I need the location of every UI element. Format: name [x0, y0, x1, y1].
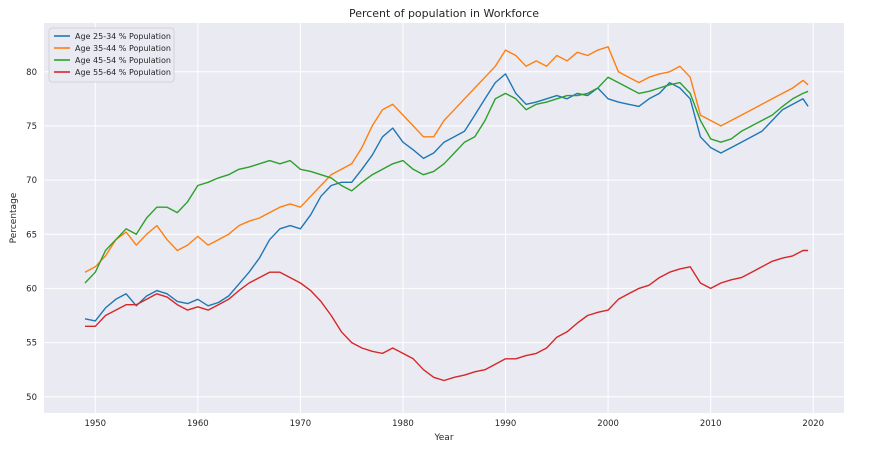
series-line-4: [85, 249, 809, 382]
series-lines: [84, 46, 809, 382]
grid: [44, 23, 844, 413]
legend-items: Age 25-34 % Population Age 35-44 % Popula…: [54, 32, 171, 77]
x-tick-label: 1950: [84, 419, 106, 429]
y-tick-label: 75: [26, 122, 37, 132]
legend-box: [48, 27, 175, 83]
x-tick-label: 2010: [700, 419, 722, 429]
legend-label: Age 45-54 % Population: [75, 56, 171, 65]
series-line-3: [84, 76, 809, 284]
legend-label: Age 25-34 % Population: [75, 32, 171, 41]
y-axis-label: Percentage: [9, 192, 19, 243]
x-tick-label: 2000: [597, 419, 619, 429]
legend: Age 25-34 % Population Age 35-44 % Popula…: [48, 27, 175, 83]
x-tick-label: 1990: [495, 419, 517, 429]
series-line-1: [84, 73, 809, 322]
y-tick-label: 60: [26, 284, 37, 294]
x-tick-label: 1960: [187, 419, 209, 429]
y-tick-label: 55: [26, 339, 37, 349]
chart-title: Percent of population in Workforce: [349, 7, 539, 20]
x-tick-label: 1980: [392, 419, 414, 429]
axis-ticks: 1950 1960 1970 1980 1990 2000 2010 2020 50 55 60 65…: [26, 68, 824, 429]
y-tick-label: 70: [26, 176, 37, 186]
x-axis-label: Year: [433, 433, 453, 443]
y-tick-label: 80: [26, 68, 37, 78]
x-tick-label: 2020: [802, 419, 824, 429]
legend-label: Age 55-64 % Population: [75, 68, 171, 77]
series-line-2: [84, 46, 809, 273]
legend-label: Age 35-44 % Population: [75, 44, 171, 53]
y-tick-label: 50: [26, 393, 37, 403]
y-tick-label: 65: [26, 230, 37, 240]
x-tick-label: 1970: [290, 419, 312, 429]
